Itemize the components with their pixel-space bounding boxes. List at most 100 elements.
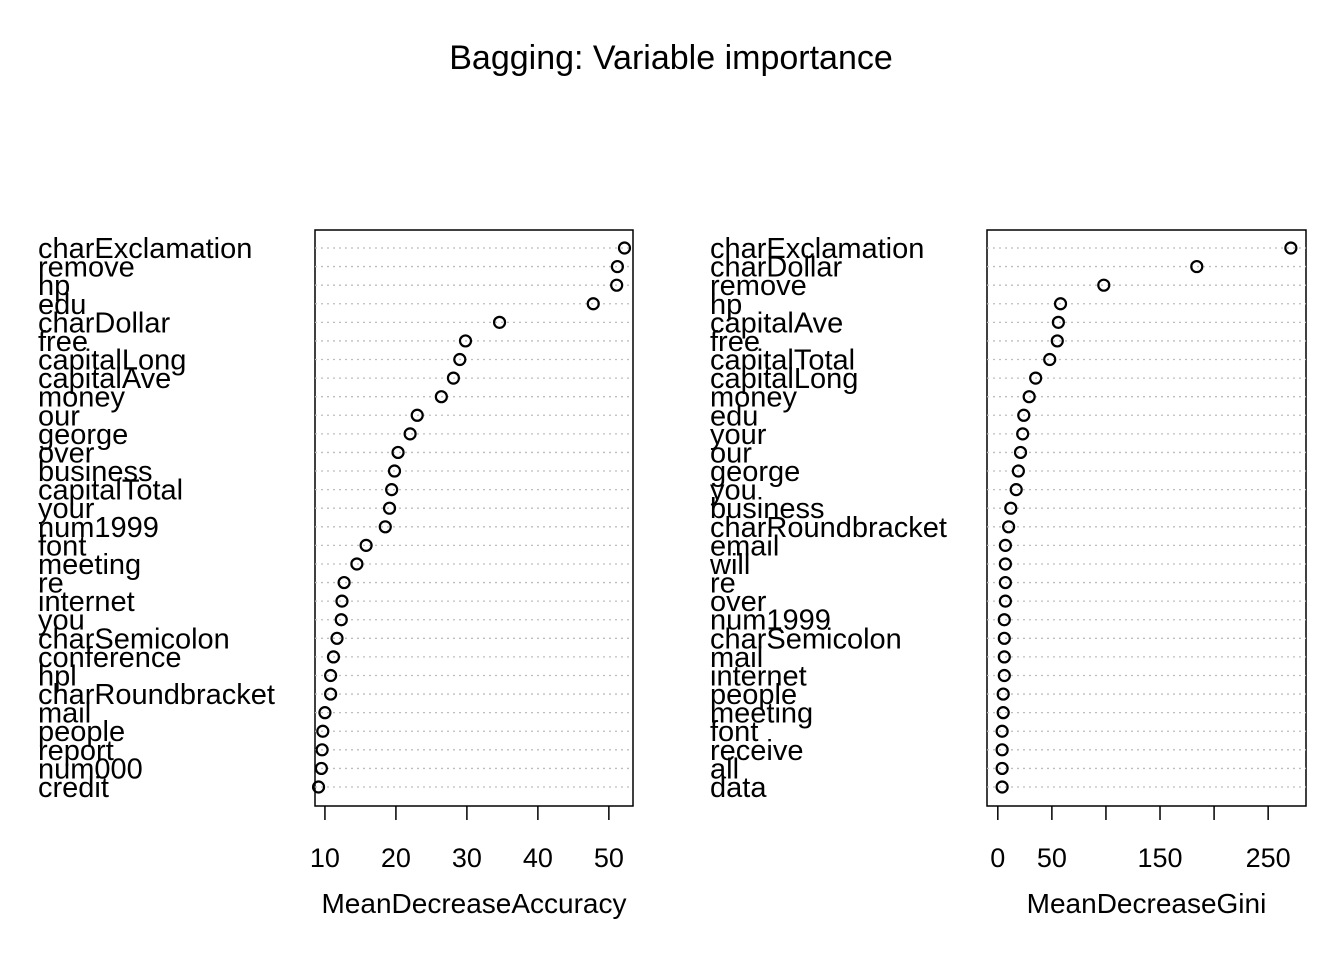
- gini-point: [998, 538, 1012, 552]
- accuracy-point: [434, 390, 448, 404]
- accuracy-variable-label: charRoundbracket: [38, 679, 275, 711]
- accuracy-variable-label: conference: [38, 642, 182, 674]
- gini-point: [997, 650, 1011, 664]
- accuracy-point: [311, 780, 326, 794]
- accuracy-variable-label: capitalAve: [38, 363, 171, 395]
- accuracy-variable-label: our: [38, 400, 80, 432]
- accuracy-variable-label: mail: [38, 698, 91, 730]
- gini-variable-label: capitalTotal: [710, 345, 855, 377]
- gini-point: [1190, 259, 1204, 274]
- accuracy-variable-label: capitalTotal: [38, 475, 183, 507]
- accuracy-variable-label: re: [38, 568, 64, 600]
- accuracy-variable-label: george: [38, 419, 128, 451]
- accuracy-point: [403, 427, 417, 441]
- gini-variable-label: edu: [710, 400, 758, 432]
- gini-variable-label: george: [710, 456, 800, 488]
- gini-point: [997, 631, 1011, 645]
- gini-tick-label: 250: [1246, 843, 1291, 873]
- gini-point: [995, 761, 1009, 776]
- accuracy-panel: charExclamationremovehpeducharDollarfree…: [38, 229, 634, 919]
- gini-point: [995, 743, 1009, 757]
- gini-point: [998, 575, 1012, 590]
- accuracy-point: [315, 743, 329, 757]
- accuracy-point: [350, 557, 364, 571]
- accuracy-variable-label: num1999: [38, 512, 159, 544]
- accuracy-point: [387, 464, 402, 478]
- gini-variable-label: meeting: [710, 698, 813, 730]
- gini-variable-label: receive: [710, 735, 804, 767]
- gini-variable-label: charRoundbracket: [710, 512, 947, 544]
- gini-point: [996, 706, 1010, 720]
- gini-variable-label: you: [710, 475, 757, 507]
- gini-variable-label: email: [710, 530, 779, 562]
- accuracy-variable-label: money: [38, 382, 126, 414]
- accuracy-point: [385, 483, 399, 497]
- gini-variable-label: mail: [710, 642, 763, 674]
- gini-variable-label: re: [710, 568, 736, 600]
- accuracy-variable-label: your: [38, 493, 95, 525]
- gini-point: [1053, 297, 1068, 311]
- gini-variable-label: our: [710, 437, 752, 469]
- gini-point: [997, 613, 1011, 627]
- accuracy-variable-label: free: [38, 326, 88, 358]
- gini-variable-label: will: [709, 549, 750, 581]
- accuracy-variable-label: meeting: [38, 549, 141, 581]
- accuracy-point: [586, 297, 600, 311]
- gini-variable-label: charDollar: [710, 252, 842, 284]
- accuracy-point: [326, 650, 341, 664]
- gini-variable-label: free: [710, 326, 760, 358]
- gini-point: [1011, 464, 1025, 478]
- gini-variable-label: charSemicolon: [710, 623, 902, 655]
- accuracy-variable-label: over: [38, 437, 95, 469]
- accuracy-variable-label: num000: [38, 753, 143, 785]
- gini-variable-label: remove: [710, 270, 807, 302]
- accuracy-variable-label: report: [38, 735, 114, 767]
- accuracy-point: [318, 706, 332, 720]
- gini-point: [1016, 427, 1030, 441]
- gini-tick-label: 0: [990, 843, 1005, 873]
- accuracy-point: [330, 631, 344, 645]
- gini-point: [1050, 334, 1064, 348]
- accuracy-variable-label: remove: [38, 252, 135, 284]
- gini-point: [1017, 408, 1031, 422]
- accuracy-variable-label: business: [38, 456, 152, 488]
- accuracy-point: [458, 334, 473, 348]
- gini-point: [1097, 278, 1111, 292]
- gini-variable-label: capitalLong: [710, 363, 858, 395]
- gini-point: [997, 668, 1011, 683]
- accuracy-point: [324, 687, 338, 701]
- accuracy-point: [391, 445, 405, 460]
- gini-variable-label: data: [710, 772, 767, 804]
- gini-variable-label: money: [710, 382, 798, 414]
- accuracy-point: [410, 408, 424, 422]
- accuracy-variable-label: hpl: [38, 660, 77, 692]
- gini-tick-label: 150: [1137, 843, 1182, 873]
- accuracy-variable-label: edu: [38, 289, 86, 321]
- accuracy-tick-label: 10: [310, 843, 340, 873]
- accuracy-variable-label: charSemicolon: [38, 623, 230, 655]
- gini-tick-label: 50: [1037, 843, 1067, 873]
- gini-point: [1284, 241, 1298, 255]
- accuracy-point: [453, 352, 467, 367]
- gini-variable-label: all: [710, 753, 739, 785]
- gini-variable-label: capitalAve: [710, 307, 843, 339]
- accuracy-point: [610, 278, 624, 292]
- gini-variable-label: hp: [710, 289, 742, 321]
- accuracy-point: [492, 315, 507, 329]
- accuracy-point: [316, 724, 330, 738]
- accuracy-point: [314, 761, 328, 776]
- gini-point: [995, 780, 1009, 794]
- accuracy-point: [610, 259, 624, 274]
- accuracy-tick-label: 20: [381, 843, 411, 873]
- gini-variable-label: people: [710, 679, 797, 711]
- gini-point: [995, 724, 1009, 738]
- gini-point: [998, 594, 1012, 608]
- gini-axis-title: MeanDecreaseGini: [1027, 888, 1267, 919]
- accuracy-tick-label: 50: [594, 843, 624, 873]
- accuracy-point: [359, 538, 373, 552]
- accuracy-point: [378, 520, 392, 534]
- accuracy-variable-label: hp: [38, 270, 70, 302]
- accuracy-variable-label: people: [38, 716, 125, 748]
- accuracy-variable-label: charExclamation: [38, 233, 252, 265]
